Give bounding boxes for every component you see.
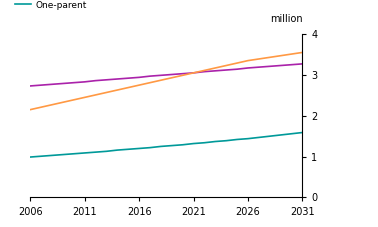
One-parent bbox=[169, 144, 174, 147]
Couple only bbox=[235, 62, 239, 64]
One-parent bbox=[82, 152, 87, 154]
Couple only bbox=[148, 81, 152, 84]
One-parent bbox=[148, 146, 152, 149]
Couple only bbox=[50, 103, 54, 106]
Couple with children bbox=[28, 85, 33, 87]
Line: Couple only: Couple only bbox=[30, 52, 302, 110]
One-parent bbox=[202, 141, 207, 144]
Couple only bbox=[180, 74, 185, 77]
Line: Couple with children: Couple with children bbox=[30, 64, 302, 86]
Couple only bbox=[300, 51, 305, 54]
Couple with children bbox=[82, 81, 87, 83]
Couple with children bbox=[104, 79, 109, 81]
Line: One-parent: One-parent bbox=[30, 133, 302, 157]
Couple with children bbox=[50, 83, 54, 86]
One-parent bbox=[115, 149, 119, 151]
One-parent bbox=[268, 135, 272, 138]
One-parent bbox=[93, 151, 98, 153]
Couple only bbox=[28, 108, 33, 111]
One-parent bbox=[289, 132, 294, 135]
Couple only bbox=[115, 89, 119, 91]
Couple with children bbox=[169, 73, 174, 76]
Couple only bbox=[224, 64, 228, 67]
Couple only bbox=[213, 67, 218, 69]
Couple only bbox=[191, 72, 196, 74]
Couple only bbox=[169, 76, 174, 79]
Couple with children bbox=[191, 72, 196, 74]
Couple with children bbox=[268, 65, 272, 68]
Couple with children bbox=[224, 69, 228, 71]
Couple with children bbox=[289, 63, 294, 66]
One-parent bbox=[126, 148, 130, 151]
Couple only bbox=[71, 99, 76, 101]
Couple only bbox=[39, 106, 43, 109]
Couple with children bbox=[93, 79, 98, 82]
Couple only bbox=[202, 69, 207, 72]
Couple only bbox=[82, 96, 87, 99]
Couple only bbox=[289, 53, 294, 55]
Couple with children bbox=[126, 77, 130, 79]
One-parent bbox=[213, 140, 218, 143]
Couple with children bbox=[180, 72, 185, 75]
One-parent bbox=[137, 147, 141, 150]
One-parent bbox=[257, 136, 261, 139]
Couple with children bbox=[257, 66, 261, 69]
Couple only bbox=[257, 58, 261, 60]
Couple with children bbox=[300, 62, 305, 65]
One-parent bbox=[104, 150, 109, 153]
Couple with children bbox=[235, 68, 239, 71]
Couple with children bbox=[246, 67, 250, 69]
Couple with children bbox=[115, 78, 119, 80]
Couple only bbox=[60, 101, 65, 104]
Couple with children bbox=[278, 64, 283, 67]
One-parent bbox=[235, 138, 239, 141]
Couple with children bbox=[159, 74, 163, 77]
One-parent bbox=[191, 142, 196, 145]
One-parent bbox=[300, 131, 305, 134]
Couple with children bbox=[60, 82, 65, 85]
One-parent bbox=[50, 154, 54, 157]
One-parent bbox=[71, 152, 76, 155]
Legend: Couple with children, Couple only, One-parent: Couple with children, Couple only, One-p… bbox=[13, 0, 131, 12]
Couple with children bbox=[213, 69, 218, 72]
One-parent bbox=[246, 137, 250, 140]
Couple only bbox=[246, 59, 250, 62]
One-parent bbox=[60, 153, 65, 156]
Couple with children bbox=[137, 76, 141, 79]
Couple only bbox=[268, 56, 272, 59]
One-parent bbox=[278, 134, 283, 136]
One-parent bbox=[180, 143, 185, 146]
Couple with children bbox=[39, 84, 43, 86]
Couple only bbox=[278, 54, 283, 57]
Couple only bbox=[93, 94, 98, 96]
Couple with children bbox=[202, 70, 207, 73]
Couple only bbox=[104, 91, 109, 94]
Couple with children bbox=[71, 81, 76, 84]
Couple only bbox=[126, 86, 130, 89]
Text: million: million bbox=[270, 14, 302, 24]
One-parent bbox=[159, 145, 163, 148]
Couple only bbox=[137, 84, 141, 86]
Couple with children bbox=[148, 75, 152, 77]
One-parent bbox=[28, 156, 33, 158]
Couple only bbox=[159, 79, 163, 81]
One-parent bbox=[224, 139, 228, 142]
One-parent bbox=[39, 155, 43, 158]
